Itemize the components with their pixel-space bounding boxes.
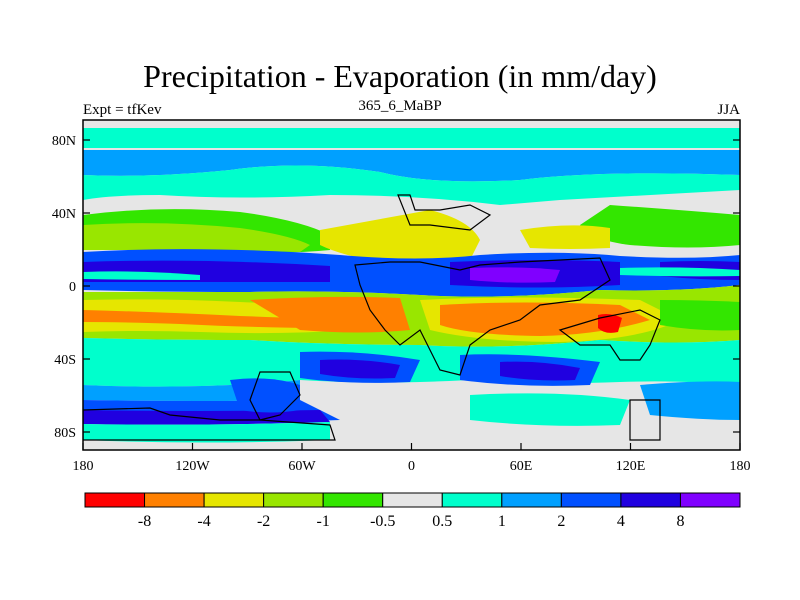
- lon-tick-label: 180: [730, 459, 751, 474]
- colorbar-swatch: [84, 492, 146, 508]
- colorbar: [84, 492, 741, 508]
- colorbar-label: 1: [498, 513, 506, 530]
- north-midlat-light-band: [83, 165, 740, 205]
- lat-axis: [83, 139, 740, 433]
- colorbar-swatch: [501, 492, 562, 508]
- period-label: 365_6_MaBP: [358, 98, 442, 114]
- map-title: Precipitation - Evaporation (in mm/day): [143, 58, 657, 94]
- continent-outlines: [83, 194, 661, 441]
- colorbar-swatch: [382, 492, 443, 508]
- lon-tick-label: 0: [408, 459, 415, 474]
- season-label: JJA: [717, 102, 740, 118]
- colorbar-swatch: [322, 492, 384, 508]
- lat-tick-label: 0: [69, 280, 76, 295]
- colorbar-labels: -8 -4 -2 -1 -0.5 0.5 1 2 4 8: [138, 513, 685, 530]
- north-midlat-band: [83, 150, 740, 182]
- lon-tick-label: 120W: [175, 459, 210, 474]
- experiment-label: Expt = tfKev: [83, 102, 162, 118]
- colorbar-label: -8: [138, 513, 151, 530]
- lon-tick-label: 60W: [288, 459, 316, 474]
- colorbar-swatch: [620, 492, 681, 508]
- precipitation-field: [83, 120, 740, 450]
- colorbar-label: -4: [197, 513, 210, 530]
- lat-tick-label: 40N: [52, 207, 76, 222]
- colorbar-label: 4: [617, 513, 625, 530]
- lat-tick-label: 40S: [54, 353, 76, 368]
- colorbar-swatch: [203, 492, 265, 508]
- colorbar-swatch: [441, 492, 503, 508]
- colorbar-label: -1: [317, 513, 330, 530]
- north-polar-band: [83, 128, 740, 148]
- lon-tick-label: 60E: [510, 459, 533, 474]
- colorbar-swatch: [679, 492, 741, 508]
- colorbar-swatch: [144, 492, 205, 508]
- colorbar-label: 0.5: [432, 513, 452, 530]
- colorbar-label: 8: [676, 513, 684, 530]
- colorbar-swatch: [560, 492, 622, 508]
- colorbar-label: 2: [557, 513, 565, 530]
- lat-tick-label: 80S: [54, 426, 76, 441]
- lon-tick-label: 120E: [616, 459, 646, 474]
- lon-tick-label: 180: [73, 459, 94, 474]
- colorbar-swatch: [263, 492, 324, 508]
- lat-tick-label: 80N: [52, 134, 76, 149]
- colorbar-label: -0.5: [370, 513, 395, 530]
- lon-axis: [82, 443, 741, 450]
- colorbar-label: -2: [257, 513, 270, 530]
